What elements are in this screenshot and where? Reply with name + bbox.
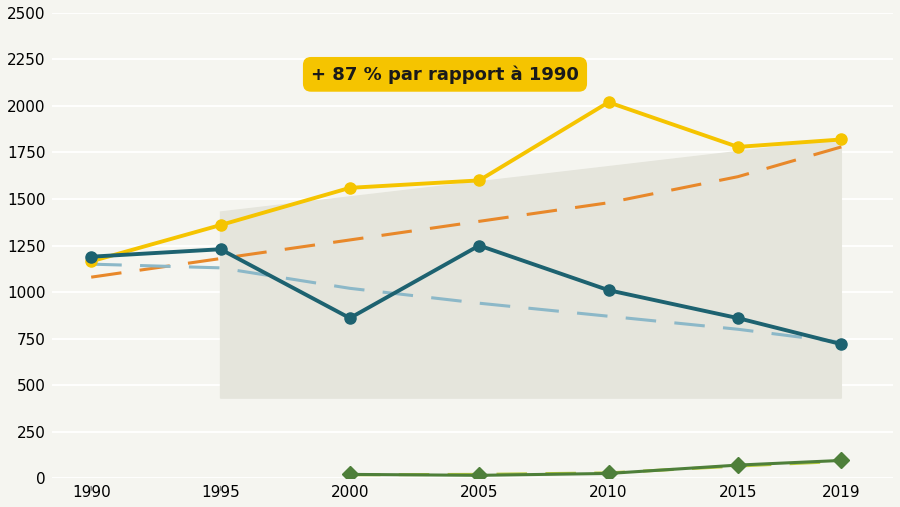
Text: + 87 % par rapport à 1990: + 87 % par rapport à 1990 [311,65,579,84]
Polygon shape [220,139,842,398]
